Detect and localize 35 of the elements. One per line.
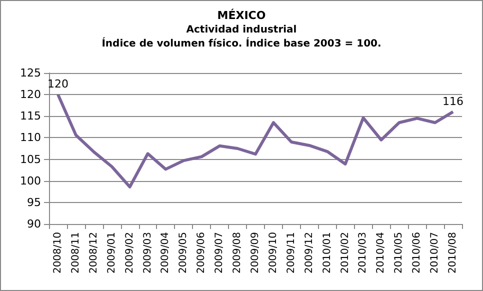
data-label: 116 — [442, 94, 464, 108]
y-tick-label: 115 — [20, 110, 41, 123]
x-tick-label: 2009/04 — [160, 232, 172, 274]
x-tick-label: 2010/06 — [412, 232, 423, 274]
x-tick-label: 2008/10 — [52, 232, 64, 274]
data-label: 120 — [47, 78, 68, 91]
chart-subtitle: Actividad industrial Índice de volumen físico. Índice base 2003 = 100. — [102, 24, 382, 50]
x-tick-label: 2009/02 — [124, 232, 136, 274]
x-tick-label: 2009/08 — [232, 232, 244, 274]
x-tick-label: 2010/01 — [322, 232, 333, 274]
x-tick-label: 2010/08 — [448, 232, 459, 274]
y-tick-label: 105 — [20, 152, 41, 166]
y-tick-label: 120 — [20, 88, 41, 102]
x-tick-label: 2010/04 — [376, 232, 387, 274]
y-tick-label: 125 — [20, 66, 41, 80]
x-tick-label: 2010/03 — [358, 232, 369, 274]
x-tick-label: 2009/10 — [268, 232, 279, 274]
chart-title: MÉXICO — [217, 8, 266, 22]
x-tick-label: 2010/07 — [430, 232, 441, 274]
x-tick-label: 2009/07 — [214, 232, 226, 274]
x-tick-label: 2010/05 — [394, 232, 405, 274]
x-tick-label: 2009/01 — [106, 232, 118, 274]
x-tick-label: 2009/06 — [196, 232, 208, 274]
y-tick-label: 90 — [27, 218, 41, 230]
x-tick-label: 2008/12 — [88, 232, 100, 274]
y-tick-label: 100 — [20, 174, 41, 188]
y-tick-label: 95 — [27, 196, 41, 209]
x-tick-label: 2009/11 — [286, 232, 297, 274]
x-tick-label: 2009/05 — [178, 232, 190, 274]
x-tick-label: 2009/09 — [250, 232, 261, 274]
x-tick-label: 2009/03 — [142, 232, 154, 274]
y-tick-label: 110 — [20, 131, 41, 144]
x-tick-label: 2008/11 — [70, 232, 82, 274]
x-tick-label: 2010/02 — [340, 232, 351, 274]
x-tick-label: 2009/12 — [304, 232, 315, 274]
